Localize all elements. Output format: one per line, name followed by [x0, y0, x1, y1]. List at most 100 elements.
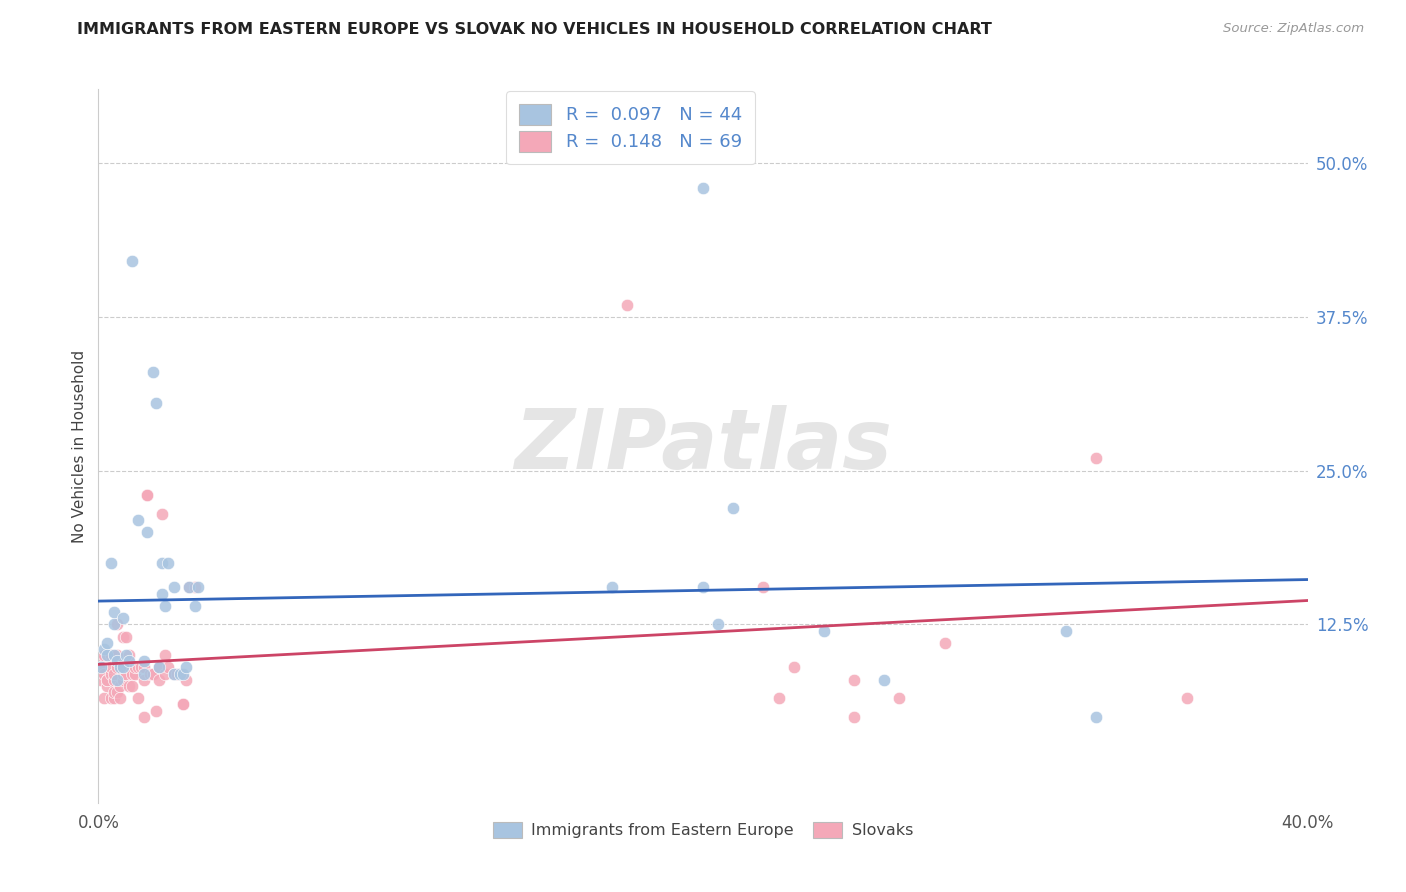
Text: Source: ZipAtlas.com: Source: ZipAtlas.com — [1223, 22, 1364, 36]
Point — [114, 648, 136, 662]
Point — [132, 654, 155, 668]
Point — [1054, 624, 1077, 638]
Point — [135, 525, 157, 540]
Point — [111, 611, 134, 625]
Point — [150, 556, 173, 570]
Point — [174, 673, 197, 687]
Point — [768, 691, 790, 706]
Point — [179, 581, 201, 595]
Point — [103, 685, 125, 699]
Point — [96, 679, 118, 693]
Point — [87, 654, 110, 668]
Point — [1175, 691, 1198, 706]
Point — [148, 673, 170, 687]
Point — [103, 666, 125, 681]
Point — [105, 660, 128, 674]
Point — [813, 624, 835, 638]
Point — [93, 691, 115, 706]
Point — [723, 500, 745, 515]
Point — [163, 581, 186, 595]
Point — [105, 673, 128, 687]
Point — [105, 617, 128, 632]
Point — [100, 666, 122, 681]
Point — [93, 642, 115, 657]
Point — [145, 704, 167, 718]
Point — [93, 666, 115, 681]
Point — [156, 556, 179, 570]
Point — [132, 660, 155, 674]
Point — [169, 666, 191, 681]
Point — [108, 660, 131, 674]
Point — [100, 691, 122, 706]
Point — [139, 666, 162, 681]
Point — [132, 666, 155, 681]
Point — [105, 685, 128, 699]
Point — [707, 617, 730, 632]
Point — [135, 488, 157, 502]
Point — [844, 673, 866, 687]
Point — [135, 488, 157, 502]
Point — [103, 648, 125, 662]
Point — [90, 673, 112, 687]
Point — [142, 365, 165, 379]
Point — [127, 691, 149, 706]
Point — [172, 666, 194, 681]
Point — [100, 660, 122, 674]
Point — [90, 660, 112, 674]
Point — [111, 660, 134, 674]
Point — [844, 709, 866, 723]
Point — [616, 297, 638, 311]
Point — [187, 581, 209, 595]
Point — [108, 691, 131, 706]
Point — [105, 654, 128, 668]
Point — [121, 679, 143, 693]
Point — [153, 599, 176, 613]
Point — [129, 660, 152, 674]
Point — [166, 666, 188, 681]
Point — [118, 679, 141, 693]
Point — [692, 581, 714, 595]
Point — [111, 666, 134, 681]
Point — [1085, 709, 1108, 723]
Point — [93, 648, 115, 662]
Point — [150, 587, 173, 601]
Point — [934, 636, 956, 650]
Point — [100, 648, 122, 662]
Point — [108, 679, 131, 693]
Y-axis label: No Vehicles in Household: No Vehicles in Household — [72, 350, 87, 542]
Point — [174, 660, 197, 674]
Point — [118, 654, 141, 668]
Point — [172, 698, 194, 712]
Point — [118, 648, 141, 662]
Point — [103, 617, 125, 632]
Point — [132, 709, 155, 723]
Point — [124, 666, 146, 681]
Point — [127, 660, 149, 674]
Point — [163, 666, 186, 681]
Point — [156, 660, 179, 674]
Point — [752, 581, 775, 595]
Point — [90, 660, 112, 674]
Point — [148, 660, 170, 674]
Point — [105, 648, 128, 662]
Point — [127, 513, 149, 527]
Point — [103, 605, 125, 619]
Point — [111, 630, 134, 644]
Point — [1085, 451, 1108, 466]
Point — [96, 648, 118, 662]
Point — [153, 648, 176, 662]
Point — [184, 599, 207, 613]
Point — [103, 673, 125, 687]
Point — [132, 673, 155, 687]
Point — [96, 673, 118, 687]
Point — [100, 556, 122, 570]
Point — [163, 666, 186, 681]
Point — [96, 673, 118, 687]
Point — [103, 691, 125, 706]
Point — [114, 666, 136, 681]
Point — [873, 673, 896, 687]
Point — [783, 660, 806, 674]
Point — [148, 660, 170, 674]
Point — [179, 581, 201, 595]
Point — [118, 660, 141, 674]
